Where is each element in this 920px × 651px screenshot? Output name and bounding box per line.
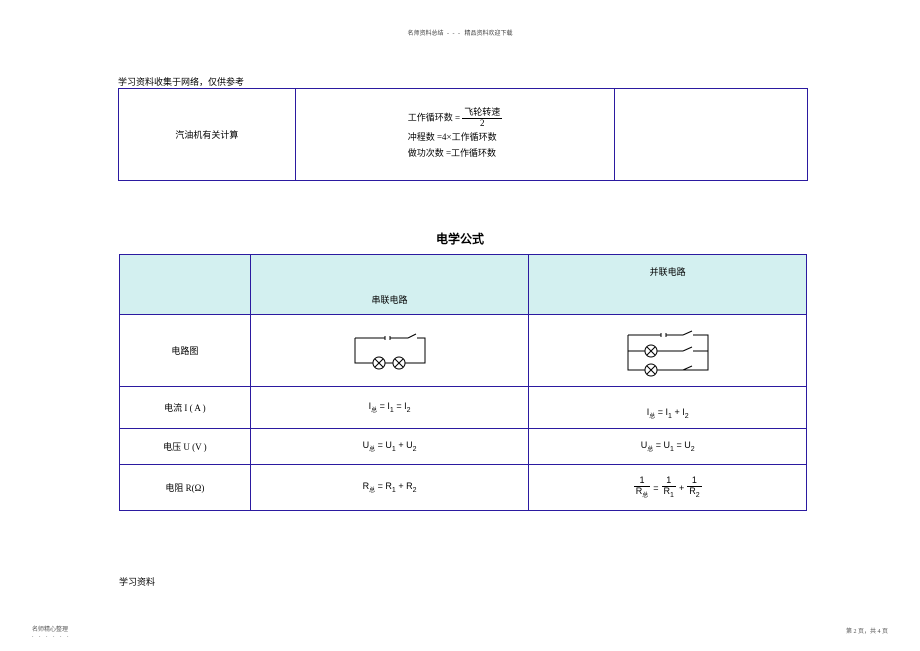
rs-op: + — [398, 481, 406, 491]
engine-l1-left: 工作循环数 — [408, 112, 453, 122]
series-circuit-icon — [340, 328, 440, 374]
up-lhs-sub: 总 — [647, 447, 653, 453]
rp-plus: + — [679, 483, 684, 493]
is-s1: 1 — [390, 407, 394, 414]
engine-l1-eq: = — [453, 112, 460, 122]
bl-dots: . . . . . . — [32, 633, 71, 639]
u-series-cell: U总 = U1 + U2 — [250, 429, 529, 465]
circuit-hdr-blank — [120, 255, 251, 315]
row-resist-label: 电阻 R(Ω) — [120, 465, 251, 511]
ip-lhs-sub: 总 — [649, 414, 655, 420]
engine-calc-table: 汽油机有关计算 工作循环数 = 飞轮转速 2 冲程数 =4×工作循环数 做功次数… — [118, 88, 808, 181]
rp-frac-lhs: 1 R总 — [634, 476, 651, 499]
parallel-label: 并联电路 — [529, 265, 806, 278]
circuit-table: 串联电路 并联电路 电路图 — [119, 254, 807, 511]
u-parallel-cell: U总 = U1 = U2 — [529, 429, 807, 465]
up-s2: 2 — [691, 446, 695, 453]
bottom-left-footer: 名师精心整理 . . . . . . — [32, 624, 71, 639]
is-eq2: = — [396, 401, 404, 411]
row-current-label: 电流 I ( A ) — [120, 387, 251, 429]
section-title: 电学公式 — [0, 230, 920, 247]
collect-note: 学习资料收集于网络，仅供参考 — [118, 75, 244, 88]
engine-left-cell: 汽油机有关计算 — [119, 89, 296, 181]
engine-fraction: 飞轮转速 2 — [462, 108, 502, 129]
circuit-hdr-series: 串联电路 — [250, 255, 529, 315]
series-label: 串联电路 — [251, 293, 529, 306]
r-series-cell: R总 = R1 + R2 — [250, 465, 529, 511]
up-eq1: = — [656, 440, 664, 450]
rp-eq: = — [653, 483, 658, 493]
row-diagram-label: 电路图 — [120, 315, 251, 387]
engine-l2-right: 4×工作循环数 — [442, 132, 497, 142]
rp-frac-1: 1 R1 — [662, 476, 676, 499]
ip-s1: 1 — [668, 413, 672, 420]
bl-line1: 名师精心整理 — [32, 624, 71, 633]
series-diagram-cell — [250, 315, 529, 387]
is-lhs-sub: 总 — [371, 408, 377, 414]
ip-s2: 2 — [685, 413, 689, 420]
engine-line1: 工作循环数 = 飞轮转速 2 — [408, 108, 503, 129]
engine-left-label: 汽油机有关计算 — [175, 130, 238, 140]
i-parallel-cell: I总 = I1 + I2 — [529, 387, 807, 429]
parallel-circuit-icon — [613, 325, 723, 377]
rs-lhs-sub: 总 — [369, 488, 375, 494]
rs-s1: 1 — [392, 487, 396, 494]
up-s1: 1 — [670, 446, 674, 453]
us-s2: 2 — [413, 446, 417, 453]
rs-s2: 2 — [413, 487, 417, 494]
engine-l2-left: 冲程数 — [408, 132, 435, 142]
r-parallel-cell: 1 R总 = 1 R1 + 1 R2 — [529, 465, 807, 511]
rp1-den-sub: 1 — [670, 492, 674, 499]
rp2-den-sub: 2 — [696, 492, 700, 499]
engine-l2-eq: = — [435, 132, 442, 142]
us-s1: 1 — [392, 446, 396, 453]
row-voltage-label: 电压 U (V ) — [120, 429, 251, 465]
engine-l3-right: 工作循环数 — [451, 148, 496, 158]
page-top-header: 名师资料总结 - - - 精品资料欢迎下载 — [0, 28, 920, 37]
circuit-hdr-parallel: 并联电路 — [529, 255, 807, 315]
engine-line2: 冲程数 =4×工作循环数 — [408, 129, 503, 145]
engine-right-cell — [615, 89, 808, 181]
engine-line3: 做功次数 =工作循环数 — [408, 145, 503, 161]
rp-frac-2: 1 R2 — [687, 476, 701, 499]
engine-l3-left: 做功次数 — [408, 148, 444, 158]
parallel-diagram-cell — [529, 315, 807, 387]
us-lhs-sub: 总 — [369, 447, 375, 453]
hdr-dashes: - - - — [447, 31, 461, 37]
i-series-cell: I总 = I1 = I2 — [250, 387, 529, 429]
footer-study: 学习资料 — [119, 575, 155, 588]
hdr-right: 精品资料欢迎下载 — [465, 31, 513, 37]
frac-den: 2 — [462, 119, 502, 129]
rp-lhs-den-sub: 总 — [642, 493, 648, 499]
bottom-right-footer: 第 2 页，共 4 页 — [846, 626, 888, 635]
us-op: + — [398, 440, 406, 450]
is-s2: 2 — [407, 407, 411, 414]
engine-l3-eq: = — [444, 148, 451, 158]
hdr-left: 名师资料总结 — [407, 31, 443, 37]
engine-formula-cell: 工作循环数 = 飞轮转速 2 冲程数 =4×工作循环数 做功次数 =工作循环数 — [295, 89, 615, 181]
